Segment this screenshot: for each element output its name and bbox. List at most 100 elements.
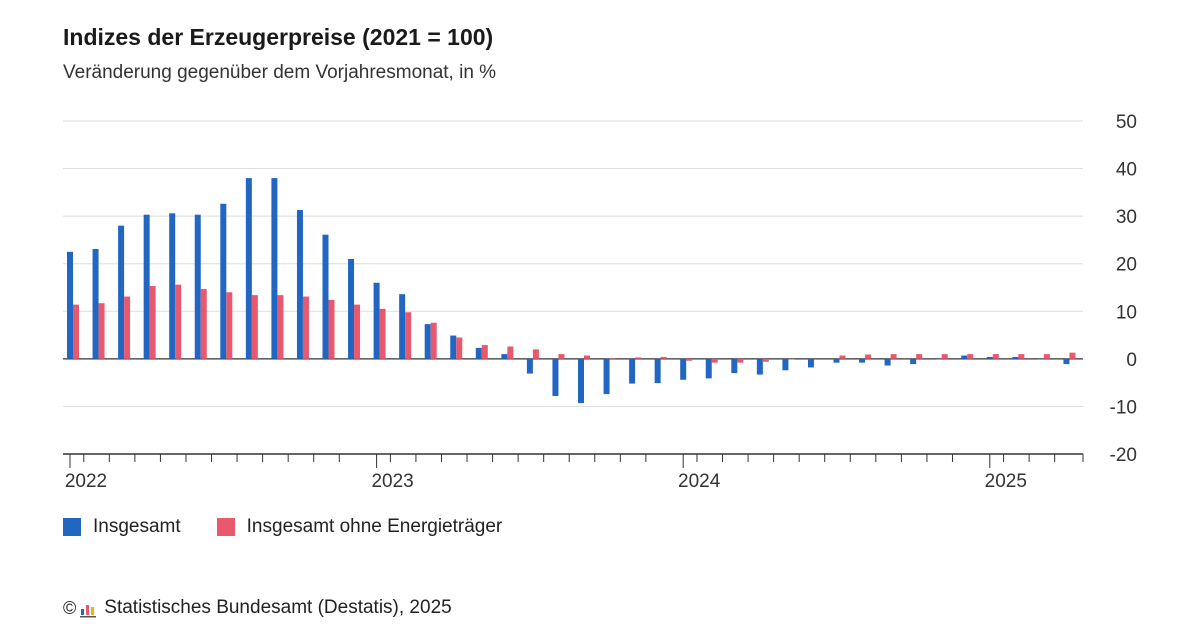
x-year-label: 2024 [678, 471, 721, 492]
bar-insgesamt [756, 358, 763, 375]
bar-insgesamt [501, 354, 508, 359]
bar-insgesamt [322, 234, 329, 359]
x-axis [63, 453, 1084, 468]
bar-insgesamt [705, 358, 712, 379]
bar-insgesamt [399, 294, 406, 359]
bar-insgesamt [859, 358, 866, 363]
bar-insgesamt [67, 251, 73, 359]
bar-ohne-energie [73, 304, 79, 359]
bar-ohne-energie [839, 355, 846, 359]
bar-insgesamt [654, 358, 661, 384]
bar-ohne-energie [481, 345, 488, 359]
legend: Insgesamt Insgesamt ohne Energieträger [63, 516, 538, 538]
bar-ohne-energie [1018, 354, 1025, 359]
x-axis-labels: 2022 2023 2024 2025 [65, 471, 1027, 492]
y-tick-label: -20 [1110, 445, 1137, 466]
bar-ohne-energie [737, 358, 744, 363]
bar-insgesamt [143, 214, 150, 359]
legend-item-insgesamt[interactable]: Insgesamt [63, 516, 181, 538]
bar-insgesamt [220, 203, 227, 359]
bar-insgesamt [910, 358, 917, 365]
bar-ohne-energie [711, 358, 718, 363]
destatis-logo-icon [80, 605, 97, 618]
bar-ohne-energie [865, 354, 872, 359]
bar-insgesamt [450, 335, 457, 359]
legend-label: Insgesamt [93, 516, 181, 537]
bar-insgesamt [1012, 356, 1019, 359]
bar-insgesamt [118, 225, 125, 359]
source-text: Statistisches Bundesamt (Destatis), 2025 [104, 597, 452, 618]
x-year-label: 2023 [371, 471, 413, 492]
bar-ohne-energie [941, 354, 948, 359]
bar-insgesamt [552, 358, 559, 396]
bar-insgesamt [169, 213, 176, 359]
bar-insgesamt [475, 347, 482, 359]
x-year-label: 2022 [65, 471, 107, 492]
bar-ohne-energie [251, 295, 258, 359]
bar-ohne-energie [967, 354, 974, 359]
bars [67, 178, 1076, 404]
bar-insgesamt [424, 324, 431, 359]
bar-insgesamt [348, 258, 355, 359]
x-year-label: 2025 [985, 471, 1027, 492]
bar-ohne-energie [200, 288, 207, 359]
bar-insgesamt [271, 178, 278, 359]
bar-ohne-energie [226, 292, 233, 359]
bar-insgesamt [986, 356, 993, 359]
bar-ohne-energie [507, 346, 514, 359]
bar-insgesamt [245, 178, 252, 359]
y-tick-label: 30 [1116, 207, 1137, 228]
bar-insgesamt [731, 358, 738, 374]
bar-insgesamt [92, 248, 99, 359]
bar-ohne-energie [379, 308, 386, 359]
bar-insgesamt [526, 358, 533, 374]
y-tick-label: -10 [1110, 397, 1137, 418]
bar-ohne-energie [992, 354, 999, 359]
bar-ohne-energie [354, 304, 361, 359]
bar-insgesamt [1063, 358, 1070, 365]
bar-ohne-energie [1043, 354, 1050, 359]
bar-ohne-energie [916, 354, 923, 359]
bar-chart: 50 40 30 20 10 0 -10 -20 2022 2023 2024 2025 [63, 112, 1137, 492]
bar-ohne-energie [558, 354, 565, 359]
bar-ohne-energie [584, 355, 590, 359]
bar-insgesamt [296, 209, 303, 359]
bar-ohne-energie [328, 299, 335, 359]
bar-insgesamt [782, 358, 789, 371]
bar-ohne-energie [660, 356, 667, 359]
chart-title: Indizes der Erzeugerpreise (2021 = 100) [63, 24, 494, 50]
y-tick-label: 20 [1116, 255, 1137, 276]
copyright-symbol: © [63, 597, 77, 618]
bar-insgesamt [578, 358, 584, 404]
bar-ohne-energie [98, 303, 105, 359]
y-tick-label: 0 [1126, 350, 1137, 371]
bar-ohne-energie [175, 284, 182, 359]
bar-insgesamt [833, 358, 840, 363]
legend-item-ohne-energie[interactable]: Insgesamt ohne Energieträger [216, 516, 503, 538]
bar-ohne-energie [1069, 352, 1076, 359]
bar-insgesamt [680, 358, 687, 380]
bar-insgesamt [194, 214, 201, 359]
legend-swatch-red [216, 518, 235, 536]
legend-swatch-blue [63, 518, 81, 536]
y-tick-label: 40 [1116, 160, 1137, 181]
bar-ohne-energie [124, 296, 131, 359]
bar-ohne-energie [762, 358, 769, 362]
bar-ohne-energie [149, 286, 156, 359]
bar-ohne-energie [532, 349, 539, 359]
bar-insgesamt [629, 358, 636, 384]
legend-label: Insgesamt ohne Energieträger [246, 516, 503, 537]
y-axis-labels: 50 40 30 20 10 0 -10 -20 [1110, 112, 1137, 466]
chart-subtitle: Veränderung gegenüber dem Vorjahresmonat… [63, 62, 497, 83]
source-footer: © Statistisches Bundesamt (Destatis), 20… [63, 597, 452, 619]
bar-insgesamt [807, 358, 814, 368]
bar-insgesamt [603, 358, 610, 395]
bar-ohne-energie [277, 295, 284, 359]
bar-insgesamt [884, 358, 891, 366]
bar-ohne-energie [635, 357, 642, 359]
bar-ohne-energie [456, 337, 463, 359]
y-tick-label: 50 [1116, 112, 1137, 133]
y-tick-label: 10 [1116, 302, 1137, 323]
grid-lines [63, 120, 1083, 455]
bar-ohne-energie [302, 296, 309, 359]
